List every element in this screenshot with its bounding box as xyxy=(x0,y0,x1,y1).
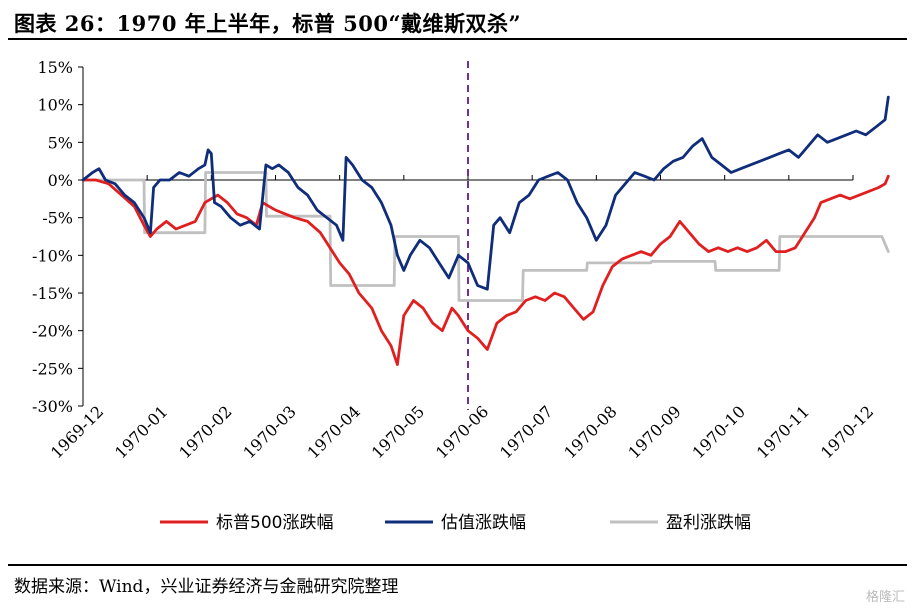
watermark-logo: 格隆汇 xyxy=(865,590,905,605)
page-title: 图表 26：1970 年上半年，标普 500“戴维斯双杀” xyxy=(14,11,522,36)
y-tick-label: -25% xyxy=(32,359,73,378)
x-tick-label: 1970-04 xyxy=(304,402,364,462)
y-tick-label: 0% xyxy=(48,171,73,190)
y-tick-label: -5% xyxy=(42,209,73,228)
axis-layer: 15%10%5%0%-5%-10%-15%-20%-25%-30%1969-12… xyxy=(32,58,877,462)
series-line-1 xyxy=(81,95,890,291)
legend-label-1: 估值涨跌幅 xyxy=(441,513,526,533)
x-tick-label: 1970-10 xyxy=(689,402,749,462)
source-divider xyxy=(8,564,907,566)
y-tick-label: 15% xyxy=(37,58,73,77)
y-tick-label: 5% xyxy=(48,133,73,152)
x-tick-label: 1970-09 xyxy=(624,402,684,462)
y-tick-label: 10% xyxy=(37,96,73,115)
x-tick-label: 1970-06 xyxy=(432,402,492,462)
x-tick-label: 1970-02 xyxy=(175,402,235,462)
legend-label-0: 标普500涨跌幅 xyxy=(216,513,333,533)
line-chart: 15%10%5%0%-5%-10%-15%-20%-25%-30%1969-12… xyxy=(32,58,890,533)
series-layer xyxy=(81,95,890,366)
x-tick-label: 1970-05 xyxy=(368,402,428,462)
y-tick-label: -15% xyxy=(32,284,73,303)
series-line-0 xyxy=(81,174,890,366)
y-tick-label: -10% xyxy=(32,246,73,265)
x-tick-label: 1970-03 xyxy=(239,402,299,462)
x-tick-label: 1970-08 xyxy=(560,402,620,462)
data-source-note: 数据来源：Wind，兴业证券经济与金融研究院整理 xyxy=(14,577,399,597)
x-tick-label: 1970-01 xyxy=(111,402,171,462)
x-tick-label: 1970-11 xyxy=(753,402,813,462)
x-tick-label: 1970-12 xyxy=(817,402,877,462)
legend-label-2: 盈利涨跌幅 xyxy=(666,513,751,533)
series-line-2 xyxy=(81,171,890,302)
chart-legend: 标普500涨跌幅 估值涨跌幅 盈利涨跌幅 xyxy=(160,513,751,533)
y-tick-label: -20% xyxy=(32,322,73,341)
title-divider xyxy=(8,38,907,40)
x-tick-label: 1970-07 xyxy=(496,402,556,462)
y-tick-label: -30% xyxy=(32,397,73,416)
